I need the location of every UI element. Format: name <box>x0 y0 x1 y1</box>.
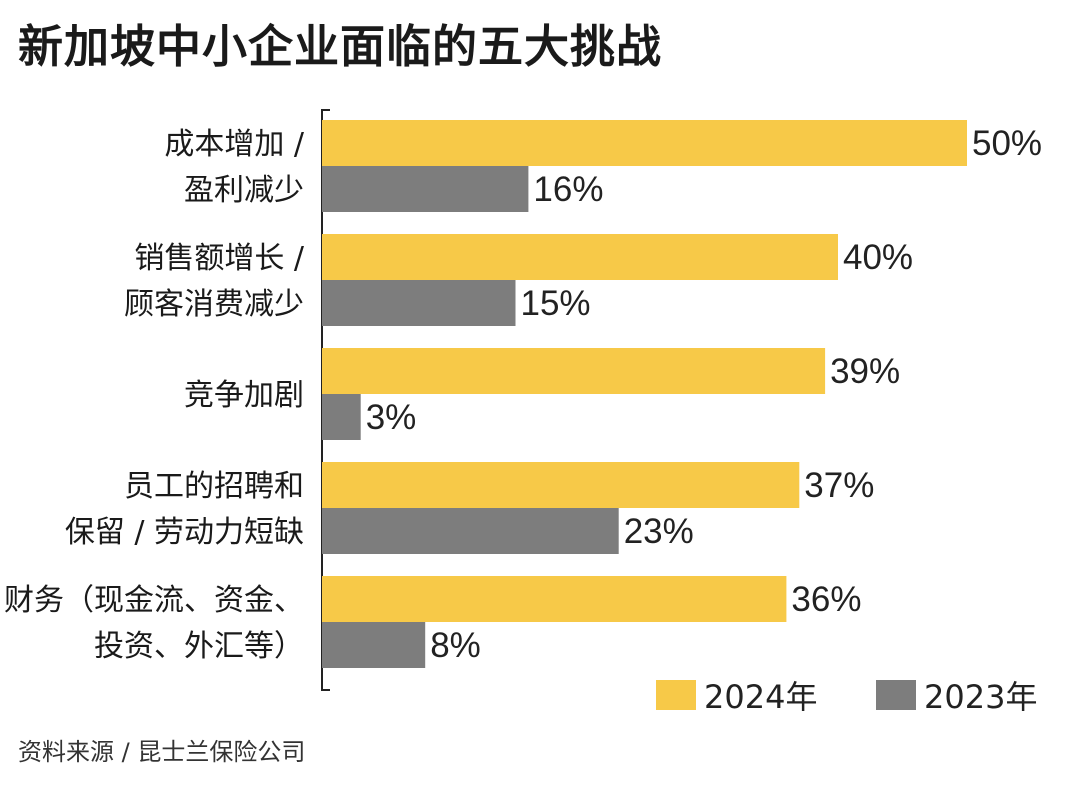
data-label: 15% <box>521 284 591 323</box>
category-label: 销售额增长 / <box>134 241 305 276</box>
category-label: 保留 / 劳动力短缺 <box>65 515 304 550</box>
data-label: 37% <box>804 466 874 505</box>
bar-2024 <box>322 462 800 508</box>
category-label: 投资、外汇等） <box>94 629 304 664</box>
category-label: 盈利减少 <box>184 173 304 208</box>
data-label: 50% <box>972 124 1042 163</box>
legend-swatch <box>656 680 696 710</box>
data-label: 39% <box>830 352 900 391</box>
data-label: 3% <box>366 398 417 437</box>
data-label: 36% <box>791 580 861 619</box>
data-label: 23% <box>624 512 694 551</box>
category-label: 顾客消费减少 <box>124 287 304 322</box>
source-note: 资料来源 / 昆士兰保险公司 <box>18 738 306 766</box>
legend-label: 2023年 <box>924 678 1037 716</box>
legend-label: 2024年 <box>704 678 817 716</box>
data-label: 8% <box>430 626 481 665</box>
bar-2023 <box>322 394 361 440</box>
chart-title: 新加坡中小企业面临的五大挑战 <box>18 20 663 73</box>
bar-2024 <box>322 234 838 280</box>
bar-2024 <box>322 348 826 394</box>
bar-2023 <box>322 280 516 326</box>
category-label: 员工的招聘和 <box>124 469 304 504</box>
bar-2024 <box>322 120 967 166</box>
bar-2024 <box>322 576 787 622</box>
legend-swatch <box>876 680 916 710</box>
data-label: 40% <box>843 238 913 277</box>
category-label: 竞争加剧 <box>184 378 304 413</box>
bar-2023 <box>322 622 426 668</box>
bar-2023 <box>322 508 619 554</box>
category-label: 成本增加 / <box>164 127 305 162</box>
category-label: 财务（现金流、资金、 <box>4 583 304 618</box>
data-label: 16% <box>533 170 603 209</box>
bar-2023 <box>322 166 529 212</box>
